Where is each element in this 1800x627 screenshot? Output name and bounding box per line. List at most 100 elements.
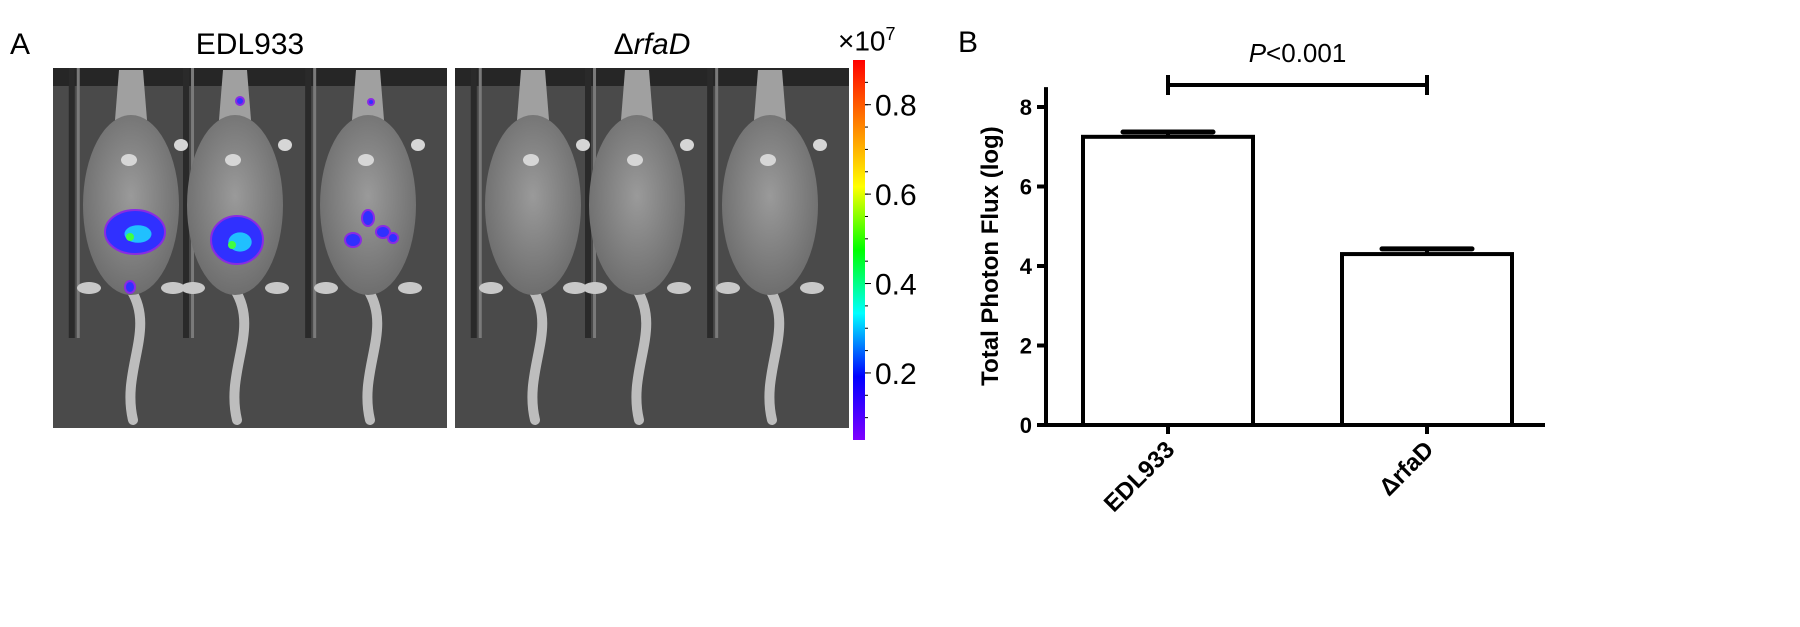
mouse [77, 70, 188, 425]
divider-shadow [707, 68, 714, 338]
mouse [583, 70, 694, 425]
signal-blob [235, 96, 245, 106]
panel-a-letter: A [10, 28, 31, 61]
group-title-rfad: ΔrfaD [614, 28, 691, 62]
mouse-paw [813, 139, 827, 151]
colorbar-tick-label: 0.8 [875, 90, 917, 123]
divider-shadow [68, 68, 75, 338]
mouse-paw [523, 154, 539, 166]
mouse-paw [411, 139, 425, 151]
multiplier-text: ×10 [838, 25, 886, 57]
divider-shadow [183, 68, 190, 338]
divider-shadow [470, 68, 477, 338]
image-edl933 [53, 68, 447, 428]
mouse-head-holder [621, 70, 653, 120]
y-tick-label: 6 [1020, 175, 1032, 200]
mouse-tail [229, 285, 250, 425]
y-tick-label: 4 [1020, 254, 1033, 279]
divider-plate [313, 68, 317, 338]
image-rfad [455, 68, 849, 428]
mouse-body [187, 115, 283, 295]
image-top-band [455, 68, 849, 86]
y-tick-label: 2 [1020, 334, 1032, 359]
gene-name: rfaD [633, 28, 691, 61]
panel-b-letter: B [958, 26, 979, 59]
divider-plate [76, 68, 80, 338]
mouse-body [320, 115, 416, 295]
mouse-paw [583, 282, 607, 294]
bar [1081, 134, 1255, 427]
colorbar-tick-label: 0.4 [875, 269, 917, 302]
divider-shadow [305, 68, 312, 338]
mouse-head-holder [219, 70, 251, 120]
mouse-paw [680, 139, 694, 151]
signal-blob [375, 225, 391, 239]
mouse-paw [627, 154, 643, 166]
mouse-head-holder [517, 70, 549, 120]
mouse-paw [358, 154, 374, 166]
signal-hotspot [228, 241, 236, 249]
divider-plate [478, 68, 482, 338]
mouse-body [589, 115, 685, 295]
mouse-paw [174, 139, 188, 151]
p-value-text: <0.001 [1266, 38, 1346, 68]
mouse-paw [77, 282, 101, 294]
mouse [716, 70, 827, 425]
colorbar-tick-label: 0.6 [875, 179, 917, 212]
divider-plate [715, 68, 719, 338]
mouse-head-holder [352, 70, 384, 120]
bar-chart: 0 2 4 6 8 Total Photon Flux (log) EDL933 ΔrfaD P… [977, 38, 1545, 518]
signal-blob [361, 209, 375, 227]
mouse-tail [764, 285, 785, 425]
mouse-paw [278, 139, 292, 151]
p-symbol: P [1249, 38, 1267, 68]
delta-symbol: Δ [613, 28, 634, 61]
mouse-paw [800, 282, 824, 294]
bioluminescence-images [53, 68, 849, 428]
mouse-paw [161, 282, 185, 294]
colorbar: 0.8 0.6 0.4 0.2 [853, 60, 917, 440]
mouse-body [485, 115, 581, 295]
mouse-paw [479, 282, 503, 294]
p-value-annotation: P<0.001 [1249, 38, 1347, 68]
mouse-paw [314, 282, 338, 294]
mouse-tail [362, 285, 383, 425]
x-tick-label: ΔrfaD [1374, 436, 1439, 501]
mouse-tail [125, 285, 146, 425]
y-tick-label: 0 [1020, 413, 1032, 438]
multiplier-exponent: 7 [885, 24, 896, 44]
mouse [314, 70, 425, 425]
mouse-tail [631, 285, 652, 425]
mouse-paw [121, 154, 137, 166]
signal-blob [387, 232, 399, 244]
group-title-edl933: EDL933 [195, 28, 305, 61]
signal-blob [367, 98, 375, 106]
mouse-paw [225, 154, 241, 166]
y-axis-label: Total Photon Flux (log) [977, 126, 1004, 386]
mouse-body [722, 115, 818, 295]
image-top-band [53, 68, 447, 86]
colorbar-multiplier: ×107 [838, 24, 896, 57]
mouse-paw [667, 282, 691, 294]
bar [1340, 252, 1514, 427]
mouse-head-holder [115, 70, 147, 120]
mouse-tail [527, 285, 548, 425]
mouse-body [83, 115, 179, 295]
signal-blob [344, 232, 362, 248]
mouse-paw [398, 282, 422, 294]
y-tick-label: 8 [1020, 95, 1032, 120]
colorbar-gradient [853, 60, 865, 440]
mouse-paw [760, 154, 776, 166]
colorbar-tick-label: 0.2 [875, 358, 917, 391]
mouse-paw [576, 139, 590, 151]
signal-blob [124, 280, 136, 294]
divider-shadow [585, 68, 592, 338]
mouse-paw [563, 282, 587, 294]
mouse-paw [181, 282, 205, 294]
signal-hotspot [126, 233, 134, 241]
mouse-paw [265, 282, 289, 294]
mouse-paw [716, 282, 740, 294]
mouse-head-holder [754, 70, 786, 120]
mouse [479, 70, 590, 425]
